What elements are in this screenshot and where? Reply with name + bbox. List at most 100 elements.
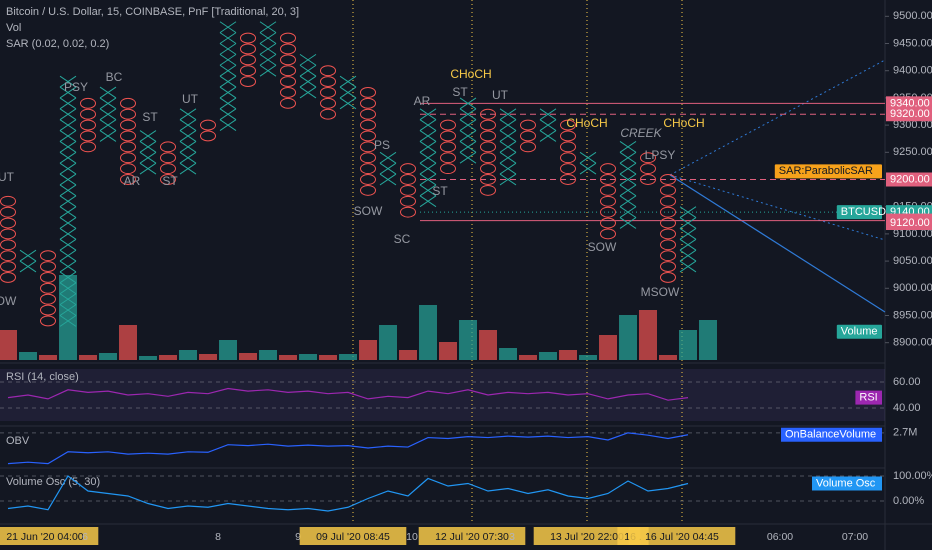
volume-bar — [39, 355, 57, 360]
x-box — [419, 119, 437, 131]
panel-title: OBV — [6, 435, 30, 447]
x-box — [219, 119, 237, 131]
x-box — [499, 141, 517, 153]
level-label: 9320.00 — [890, 108, 930, 120]
pnf-column — [419, 108, 437, 208]
volume-bar — [379, 325, 397, 360]
panel-title: RSI (14, close) — [6, 371, 79, 383]
volume-bar — [159, 355, 177, 360]
o-box — [320, 65, 336, 77]
o-box — [600, 184, 616, 196]
y-tick-label: 40.00 — [893, 402, 921, 414]
x-tick-label: 8 — [215, 531, 221, 543]
x-box — [299, 86, 317, 99]
pnf-column — [560, 119, 576, 185]
x-box — [99, 97, 117, 110]
pnf-column — [579, 151, 597, 175]
x-tick-label: 21 Jun '20 04:00 — [6, 531, 83, 543]
o-box — [360, 119, 376, 131]
level-label: 9120.00 — [890, 217, 930, 229]
volume-bar — [239, 353, 257, 360]
x-box — [619, 141, 637, 153]
x-box — [59, 206, 77, 218]
x-box — [59, 184, 77, 197]
time-highlight — [628, 527, 736, 545]
o-box — [0, 206, 16, 218]
x-box — [99, 130, 117, 142]
y-tick-label: 9450.00 — [893, 37, 932, 49]
pnf-column — [339, 75, 357, 110]
y-tick-label: 9250.00 — [893, 146, 932, 158]
x-box — [59, 141, 77, 153]
x-box — [59, 228, 77, 240]
x-box — [139, 151, 157, 164]
series-tag-label: OnBalanceVolume — [785, 429, 876, 441]
pnf-column — [379, 151, 397, 186]
annotation: PSY — [64, 80, 88, 94]
y-tick-label: 9300.00 — [893, 119, 932, 131]
series-tag — [836, 324, 882, 339]
o-box — [80, 130, 96, 142]
x-box — [59, 271, 77, 284]
pnf-column — [360, 87, 376, 196]
annotation: CHoCH — [566, 116, 607, 130]
annotation: LPSY — [645, 148, 676, 162]
y-tick-label: 9400.00 — [893, 65, 932, 77]
x-box — [299, 64, 317, 77]
x-box — [419, 184, 437, 197]
annotation: BC — [106, 70, 123, 84]
o-box — [0, 250, 16, 262]
x-box — [579, 162, 597, 175]
o-box — [640, 163, 656, 175]
volume-bar — [479, 330, 497, 360]
o-box — [600, 217, 616, 229]
x-box — [59, 195, 77, 208]
x-box — [459, 97, 477, 110]
series-tag-label: Volume — [841, 326, 878, 338]
annotation: CHoCH — [663, 116, 704, 130]
x-box — [339, 75, 357, 88]
x-box — [59, 249, 77, 262]
x-box — [59, 238, 77, 251]
o-box — [400, 184, 416, 196]
x-box — [459, 108, 477, 121]
o-box — [200, 130, 216, 142]
x-box — [459, 141, 477, 153]
x-box — [679, 206, 697, 218]
pnf-column — [259, 21, 277, 77]
x-tick-label: 13 Jul '20 22:00 — [550, 531, 624, 543]
o-box — [120, 152, 136, 164]
o-box — [360, 108, 376, 120]
y-tick-label: 9500.00 — [893, 10, 932, 22]
volume-bar — [519, 355, 537, 360]
volume-bar — [19, 352, 37, 360]
x-tick-label: 10 — [406, 531, 418, 543]
o-box — [480, 174, 496, 185]
annotation: PS — [374, 138, 390, 152]
x-box — [679, 228, 697, 240]
time-highlight — [299, 527, 407, 545]
level-label: 9340.00 — [890, 97, 930, 109]
y-tick-label: 9000.00 — [893, 282, 932, 294]
o-box — [40, 293, 56, 305]
o-box — [660, 174, 676, 185]
x-box — [379, 173, 397, 186]
pnf-column — [179, 108, 197, 175]
o-box — [40, 261, 56, 272]
annotation: OW — [0, 294, 17, 308]
pnf-column — [660, 174, 676, 283]
o-box — [560, 119, 576, 131]
x-box — [619, 173, 637, 186]
x-box — [419, 151, 437, 164]
o-box — [480, 108, 496, 120]
o-box — [120, 163, 136, 175]
x-box — [619, 206, 637, 218]
x-box — [419, 173, 437, 186]
x-box — [219, 97, 237, 110]
time-highlight — [533, 527, 641, 545]
series-tag — [855, 390, 882, 405]
rsi-line — [7, 387, 689, 401]
time-highlight — [0, 527, 99, 545]
o-box — [120, 119, 136, 131]
